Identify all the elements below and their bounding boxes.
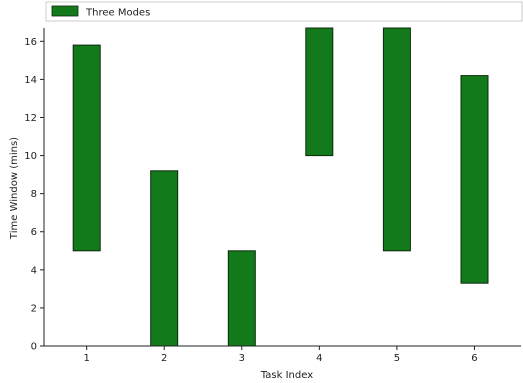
x-tick-label: 5 xyxy=(394,353,400,364)
legend: Three Modes xyxy=(45,1,523,22)
y-tick-label: 0 xyxy=(31,342,37,353)
bar-task-2 xyxy=(150,170,179,347)
bar-task-1 xyxy=(72,44,101,252)
y-tick-label: 14 xyxy=(24,75,37,86)
y-axis-label: Time Window (mins) xyxy=(9,137,20,240)
x-tick-label: 3 xyxy=(239,353,245,364)
x-tick-label: 1 xyxy=(83,353,89,364)
legend-label: Three Modes xyxy=(85,8,150,19)
y-tick-label: 16 xyxy=(24,37,37,48)
y-tick-label: 10 xyxy=(24,151,37,162)
bar-task-3 xyxy=(227,250,256,347)
x-axis-label: Task Index xyxy=(260,370,313,381)
x-tick-label: 2 xyxy=(161,353,167,364)
bar-task-4 xyxy=(305,27,334,157)
x-tick-label: 6 xyxy=(471,353,477,364)
y-tick-label: 12 xyxy=(24,113,37,124)
bar-task-6 xyxy=(460,75,489,284)
bar-task-5 xyxy=(382,27,411,252)
y-tick-label: 4 xyxy=(31,265,37,276)
y-tick-label: 8 xyxy=(31,189,37,200)
y-tick-label: 2 xyxy=(31,303,37,314)
legend-frame xyxy=(45,1,523,22)
y-tick-label: 6 xyxy=(31,227,37,238)
legend-swatch xyxy=(51,5,79,17)
x-tick-label: 4 xyxy=(316,353,322,364)
